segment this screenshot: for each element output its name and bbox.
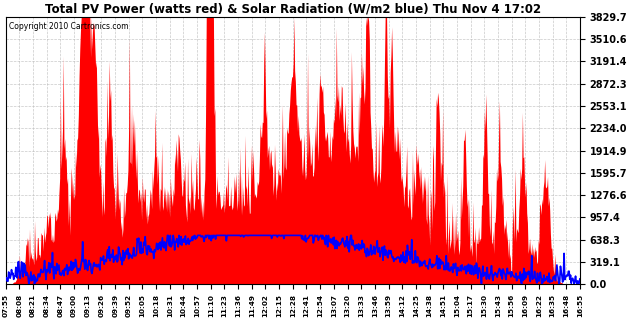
Title: Total PV Power (watts red) & Solar Radiation (W/m2 blue) Thu Nov 4 17:02: Total PV Power (watts red) & Solar Radia…: [45, 3, 541, 16]
Text: Copyright 2010 Cartronics.com: Copyright 2010 Cartronics.com: [9, 22, 128, 31]
